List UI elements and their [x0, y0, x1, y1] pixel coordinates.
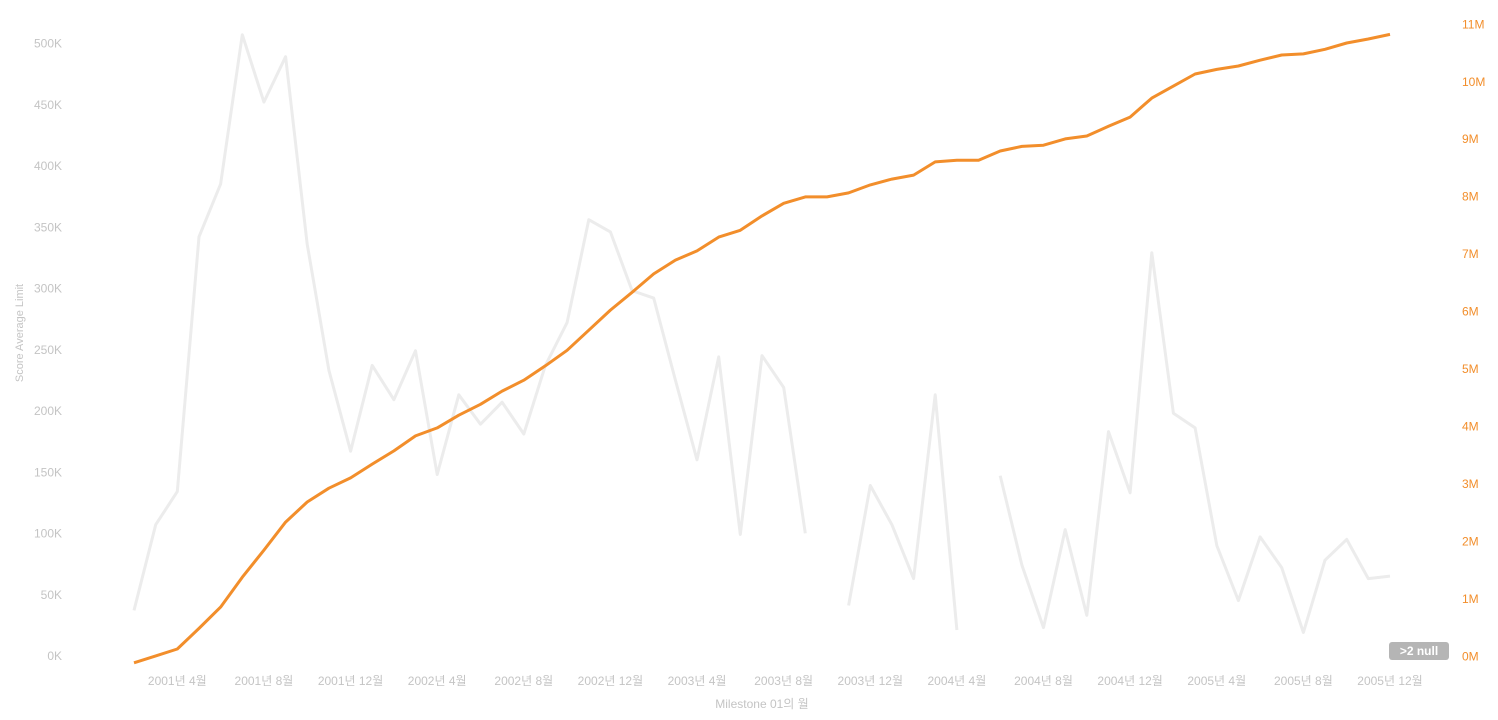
x-tick-label: 2005년 12월	[1357, 674, 1422, 688]
y2-tick-label: 10M	[1462, 75, 1485, 89]
y-tick-label: 150K	[34, 465, 62, 479]
y-tick-label: 200K	[34, 404, 62, 418]
y2-tick-label: 2M	[1462, 534, 1479, 548]
x-tick-label: 2004년 4월	[927, 674, 986, 688]
null-badge	[1389, 642, 1449, 660]
x-tick-label: 2003년 8월	[754, 674, 813, 688]
y-tick-label: 250K	[34, 343, 62, 357]
y-tick-label: 0K	[47, 649, 62, 663]
x-tick-label: 2005년 8월	[1274, 674, 1333, 688]
x-axis-title: Milestone 01의 월	[715, 697, 808, 711]
x-tick-label: 2004년 8월	[1014, 674, 1073, 688]
y2-tick-label: 1M	[1462, 592, 1479, 606]
y-tick-label: 350K	[34, 220, 62, 234]
y2-tick-label: 11M	[1462, 17, 1484, 31]
y2-tick-label: 7M	[1462, 247, 1479, 261]
series-line	[133, 32, 1391, 665]
y2-tick-label: 9M	[1462, 132, 1479, 146]
y2-tick-label: 6M	[1462, 305, 1479, 319]
x-tick-label: 2005년 4월	[1187, 674, 1246, 688]
null-indicator: >2 null	[1400, 644, 1438, 658]
y-tick-label: 300K	[34, 282, 62, 296]
y2-tick-label: 8M	[1462, 190, 1479, 204]
x-tick-label: 2001년 12월	[318, 674, 383, 688]
x-tick-label: 2002년 4월	[408, 674, 467, 688]
x-tick-label: 2003년 4월	[668, 674, 727, 688]
x-tick-label: 2004년 12월	[1097, 674, 1162, 688]
x-tick-label: 2002년 12월	[578, 674, 643, 688]
y2-tick-label: 3M	[1462, 477, 1479, 491]
x-tick-label: 2001년 8월	[235, 674, 294, 688]
x-tick-label: 2003년 12월	[838, 674, 903, 688]
series-line	[132, 33, 1391, 634]
x-tick-label: 2001년 4월	[148, 674, 207, 688]
y-axis-title: Score Average Limit	[14, 284, 26, 382]
y-tick-label: 450K	[34, 98, 62, 112]
y-tick-label: 100K	[34, 527, 62, 541]
x-tick-label: 2002년 8월	[494, 674, 553, 688]
y-tick-label: 400K	[34, 159, 62, 173]
y2-tick-label: 4M	[1462, 419, 1479, 433]
y-tick-label: 50K	[41, 588, 62, 602]
y2-tick-label: 0M	[1462, 649, 1479, 663]
y2-tick-label: 5M	[1462, 362, 1479, 376]
y-tick-label: 500K	[34, 37, 62, 51]
